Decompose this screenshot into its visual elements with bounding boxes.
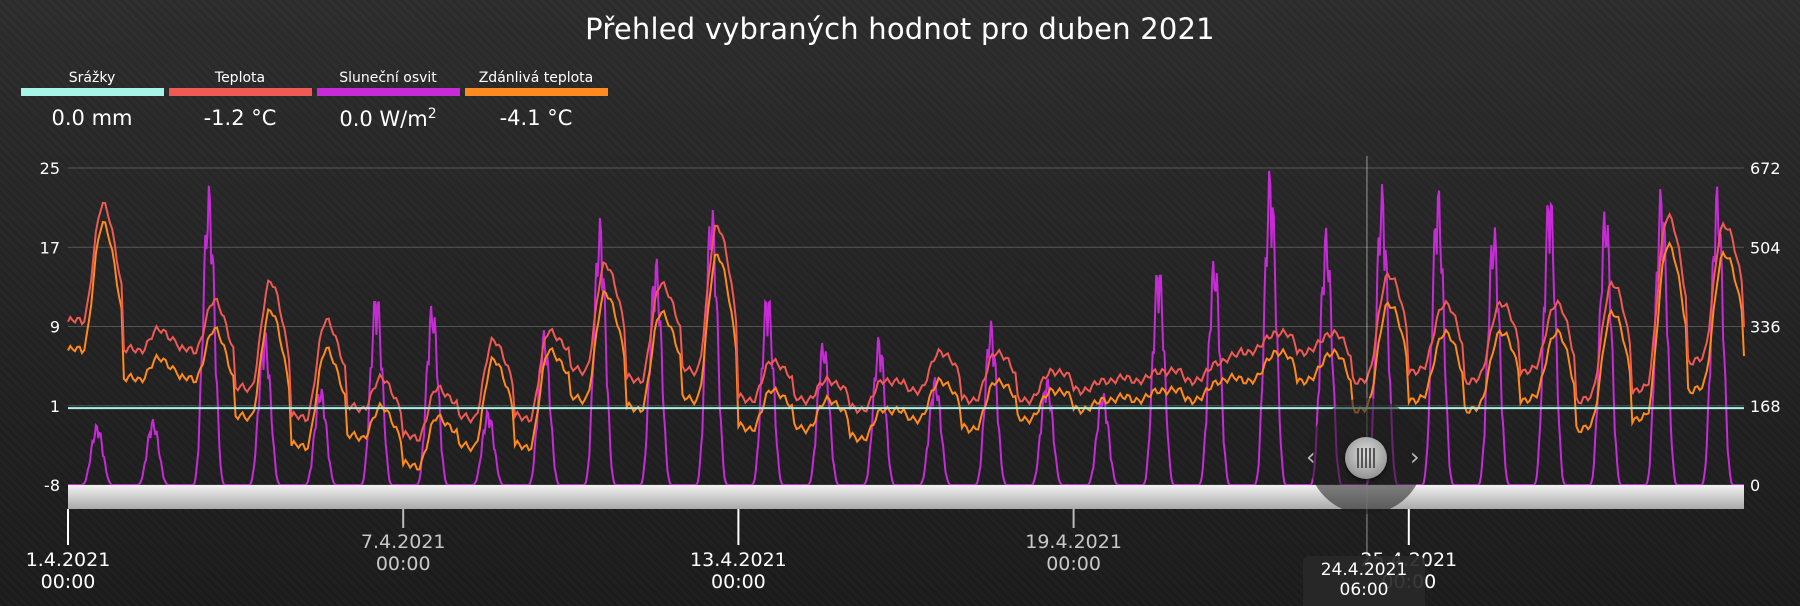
legend-swatch	[168, 88, 312, 96]
legend-value: 0.0 mm	[51, 106, 133, 130]
legend-item-zdanliva-teplota[interactable]: Zdánlivá teplota -4.1 °C	[462, 68, 610, 131]
legend-label: Sluneční osvit	[339, 70, 437, 86]
y-left-tick-label: 1	[50, 397, 60, 416]
legend-item-srazky[interactable]: Srážky 0.0 mm	[18, 68, 166, 131]
y-right-tick-label: 336	[1750, 318, 1781, 337]
x-tick-label-time: 00:00	[711, 571, 766, 593]
legend-item-slunecni-osvit[interactable]: Sluneční osvit 0.0 W/m2	[314, 68, 462, 131]
navigator-right-arrow-icon[interactable]: ›	[1410, 443, 1420, 471]
y-left-tick-label: 9	[50, 318, 60, 337]
x-tick-label-date: 19.4.2021	[1025, 531, 1122, 553]
navigator-left-arrow-icon[interactable]: ‹	[1306, 443, 1316, 471]
chart-title: Přehled vybraných hodnot pro duben 2021	[585, 12, 1215, 46]
x-tick-label-time: 00:00	[41, 571, 96, 593]
series-line-teplota	[67, 201, 1745, 442]
grip-icon	[1357, 448, 1375, 468]
x-tick-label-date: 7.4.2021	[361, 531, 446, 553]
legend-swatch	[20, 88, 164, 96]
legend-value: 0.0 W/m2	[339, 106, 437, 131]
legend-label: Teplota	[214, 70, 266, 86]
y-left-tick-label: -8	[44, 476, 60, 495]
legend-swatch	[316, 88, 460, 96]
y-right-tick-label: 0	[1750, 476, 1760, 495]
legend-label: Srážky	[68, 70, 116, 86]
y-right-tick-label: 168	[1750, 397, 1781, 416]
x-tick-label-time: 00:00	[376, 553, 431, 575]
navigator-handle[interactable]	[1345, 437, 1387, 479]
crosshair-tooltip: 24.4.2021 06:00	[1303, 556, 1425, 606]
series-line-zdanliva-teplota	[67, 220, 1745, 471]
x-tick-label-time: 00:00	[1046, 553, 1101, 575]
legend-item-teplota[interactable]: Teplota -1.2 °C	[166, 68, 314, 131]
navigator-bar[interactable]	[68, 485, 1744, 509]
legend-swatch	[464, 88, 608, 96]
y-right-tick-label: 672	[1750, 159, 1781, 178]
legend-value: -1.2 °C	[203, 106, 277, 130]
legend-label: Zdánlivá teplota	[478, 70, 594, 86]
x-tick-label-date: 13.4.2021	[690, 549, 787, 571]
legend: Srážky 0.0 mm Teplota -1.2 °C Sluneční o…	[18, 68, 610, 131]
legend-value: -4.1 °C	[499, 106, 573, 130]
tooltip-date: 24.4.2021	[1320, 560, 1408, 580]
tooltip-time: 06:00	[1339, 580, 1389, 600]
y-right-tick-label: 504	[1750, 238, 1781, 257]
x-tick-label-date: 1.4.2021	[26, 549, 111, 571]
y-left-tick-label: 17	[40, 238, 60, 257]
y-left-tick-label: 25	[40, 159, 60, 178]
